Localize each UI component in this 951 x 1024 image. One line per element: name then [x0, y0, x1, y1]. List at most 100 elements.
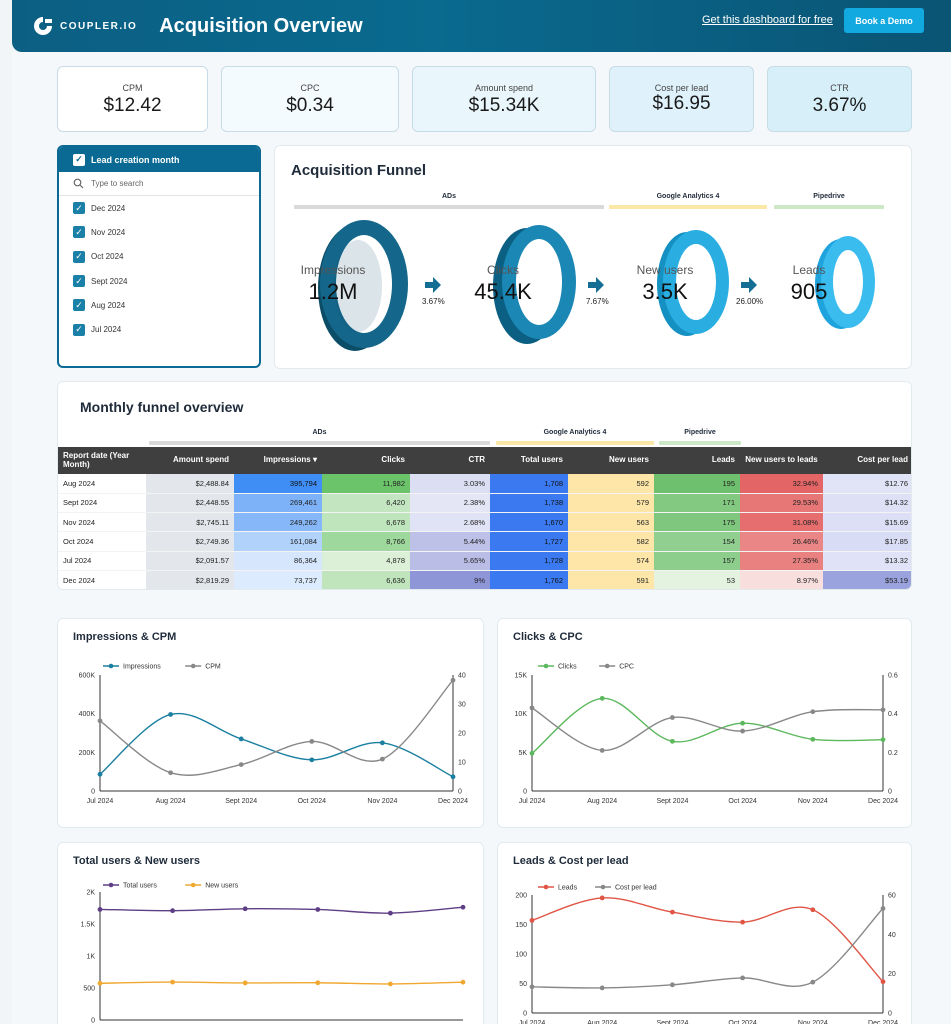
chart-title: Leads & Cost per lead	[513, 855, 629, 867]
data-point	[599, 895, 605, 901]
filter-header[interactable]: ✓ Lead creation month	[59, 147, 259, 172]
top-header: COUPLER.IO Acquisition Overview Get this…	[12, 0, 951, 52]
col-impressions[interactable]: Impressions ▾	[234, 447, 322, 474]
table-group-bar-ga4	[496, 441, 654, 445]
filter-search[interactable]: Type to search	[59, 172, 259, 196]
get-dashboard-link[interactable]: Get this dashboard for free	[702, 14, 833, 26]
table-group-bar-pipedrive	[659, 441, 741, 445]
filter-item[interactable]: ✓ Jul 2024	[59, 317, 259, 341]
row-date-cell: Aug 2024	[58, 474, 146, 494]
data-point	[168, 712, 173, 717]
group-label-pipedrive: Pipedrive	[813, 193, 845, 200]
y2-tick-label: 40	[458, 673, 466, 680]
table-cell: 154	[654, 531, 740, 552]
data-point	[599, 748, 605, 753]
logo-text: COUPLER.IO	[60, 20, 138, 32]
filter-item[interactable]: ✓ Aug 2024	[59, 293, 259, 317]
coupler-logo[interactable]: COUPLER.IO	[32, 15, 137, 37]
table-row[interactable]: Oct 2024 $2,749.36 161,084 8,766 5.44% 1,727 5…	[58, 531, 911, 552]
legend-label: Clicks	[558, 664, 577, 671]
kpi-ctr: CTR 3.67%	[767, 66, 912, 132]
filter-item-label: Dec 2024	[91, 203, 126, 213]
col-leads[interactable]: Leads	[654, 447, 740, 474]
table-cell: 161,084	[234, 531, 322, 552]
legend-marker	[190, 663, 196, 669]
table-cell: 6,420	[322, 493, 410, 514]
row-date-cell: Sept 2024	[58, 493, 146, 514]
data-point	[97, 980, 103, 986]
table-row[interactable]: Jul 2024 $2,091.57 86,364 4,878 5.65% 1,728 57…	[58, 551, 911, 571]
table-cell: $17.85	[823, 531, 911, 552]
data-point	[170, 908, 175, 914]
kpi-value: $15.34K	[468, 95, 540, 116]
row-date-cell: Jul 2024	[58, 551, 146, 571]
table-row[interactable]: Aug 2024 $2,488.84 395,794 11,982 3.03% 1,708…	[58, 474, 911, 494]
y-tick-label: 1K	[86, 954, 95, 961]
leads-ring	[815, 236, 875, 329]
lead-month-filter: ✓ Lead creation month Type to search ✓ De…	[57, 145, 261, 368]
filter-item[interactable]: ✓ Dec 2024	[59, 196, 259, 220]
table-row[interactable]: Dec 2024 $2,819.29 73,737 6,636 9% 1,762 591 53…	[58, 570, 911, 589]
data-point	[309, 757, 315, 763]
series-line	[531, 907, 884, 989]
funnel-table: Report date (Year Month) Amount spend Im…	[58, 447, 911, 589]
data-point	[810, 709, 816, 715]
checkbox-icon[interactable]: ✓	[73, 250, 85, 263]
table-cell: $2,819.29	[146, 570, 234, 589]
data-point	[450, 774, 456, 780]
stage-value-clicks: 45.4K	[474, 279, 532, 304]
table-cell: $2,091.57	[146, 551, 234, 571]
table-cell: 563	[568, 512, 654, 533]
x-tick-label: Nov 2024	[367, 798, 397, 805]
table-row[interactable]: Sept 2024 $2,448.55 269,461 6,420 2.38% 1,738…	[58, 493, 911, 514]
stage-label-clicks: Clicks	[487, 263, 519, 277]
col-amount-spend[interactable]: Amount spend	[146, 447, 234, 474]
col-total-users[interactable]: Total users	[490, 447, 568, 474]
arrow-icon	[425, 277, 441, 293]
kpi-label: CPM	[122, 83, 143, 93]
data-point	[97, 771, 103, 777]
conversion-rate: 26.00%	[736, 297, 764, 306]
table-cell: 157	[654, 551, 740, 571]
row-date-cell: Oct 2024	[58, 531, 146, 552]
sort-desc-icon[interactable]: ▾	[312, 455, 317, 465]
x-tick-label: Oct 2024	[298, 798, 327, 805]
col-new-users[interactable]: New users	[568, 447, 654, 474]
kpi-cpc: CPC $0.34	[221, 66, 399, 132]
col-cost-per-lead[interactable]: Cost per lead	[823, 447, 911, 474]
y-tick-label: 150	[515, 922, 527, 929]
data-point	[810, 736, 816, 742]
x-tick-label: Dec 2024	[868, 1020, 898, 1024]
legend-label: Impressions	[123, 664, 161, 671]
data-point	[242, 906, 248, 912]
col-clicks[interactable]: Clicks	[322, 447, 410, 474]
col-users-to-leads[interactable]: New users to leads	[740, 447, 823, 474]
kpi-value: 3.67%	[812, 95, 867, 116]
x-tick-label: Oct 2024	[728, 1020, 757, 1024]
checkbox-icon[interactable]: ✓	[73, 275, 85, 288]
stage-label-impressions: Impressions	[300, 263, 366, 277]
table-cell: 86,364	[234, 551, 322, 571]
filter-item[interactable]: ✓ Oct 2024	[59, 245, 259, 269]
book-demo-button[interactable]: Book a Demo	[844, 8, 924, 33]
y-tick-label: 600K	[79, 673, 96, 680]
checkbox-icon[interactable]: ✓	[73, 299, 85, 312]
x-tick-label: Sept 2024	[656, 798, 688, 805]
table-cell: 269,461	[234, 493, 322, 514]
filter-item[interactable]: ✓ Nov 2024	[59, 220, 259, 244]
checkbox-icon[interactable]: ✓	[73, 323, 85, 336]
dashboard-title: Acquisition Overview	[159, 14, 363, 37]
data-point	[238, 762, 244, 768]
checkbox-icon[interactable]: ✓	[73, 202, 85, 215]
data-point	[529, 750, 535, 756]
kpi-amount-spend: Amount spend $15.34K	[412, 66, 596, 132]
col-report-date[interactable]: Report date (Year Month)	[58, 447, 146, 474]
data-point	[380, 740, 385, 746]
select-all-checkbox-icon[interactable]: ✓	[73, 153, 85, 166]
table-row[interactable]: Nov 2024 $2,745.11 249,262 6,678 2.68% 1,670 5…	[58, 512, 911, 533]
col-ctr[interactable]: CTR	[410, 447, 490, 474]
kpi-label: Amount spend	[474, 83, 534, 93]
filter-item[interactable]: ✓ Sept 2024	[59, 269, 259, 293]
checkbox-icon[interactable]: ✓	[73, 226, 85, 239]
